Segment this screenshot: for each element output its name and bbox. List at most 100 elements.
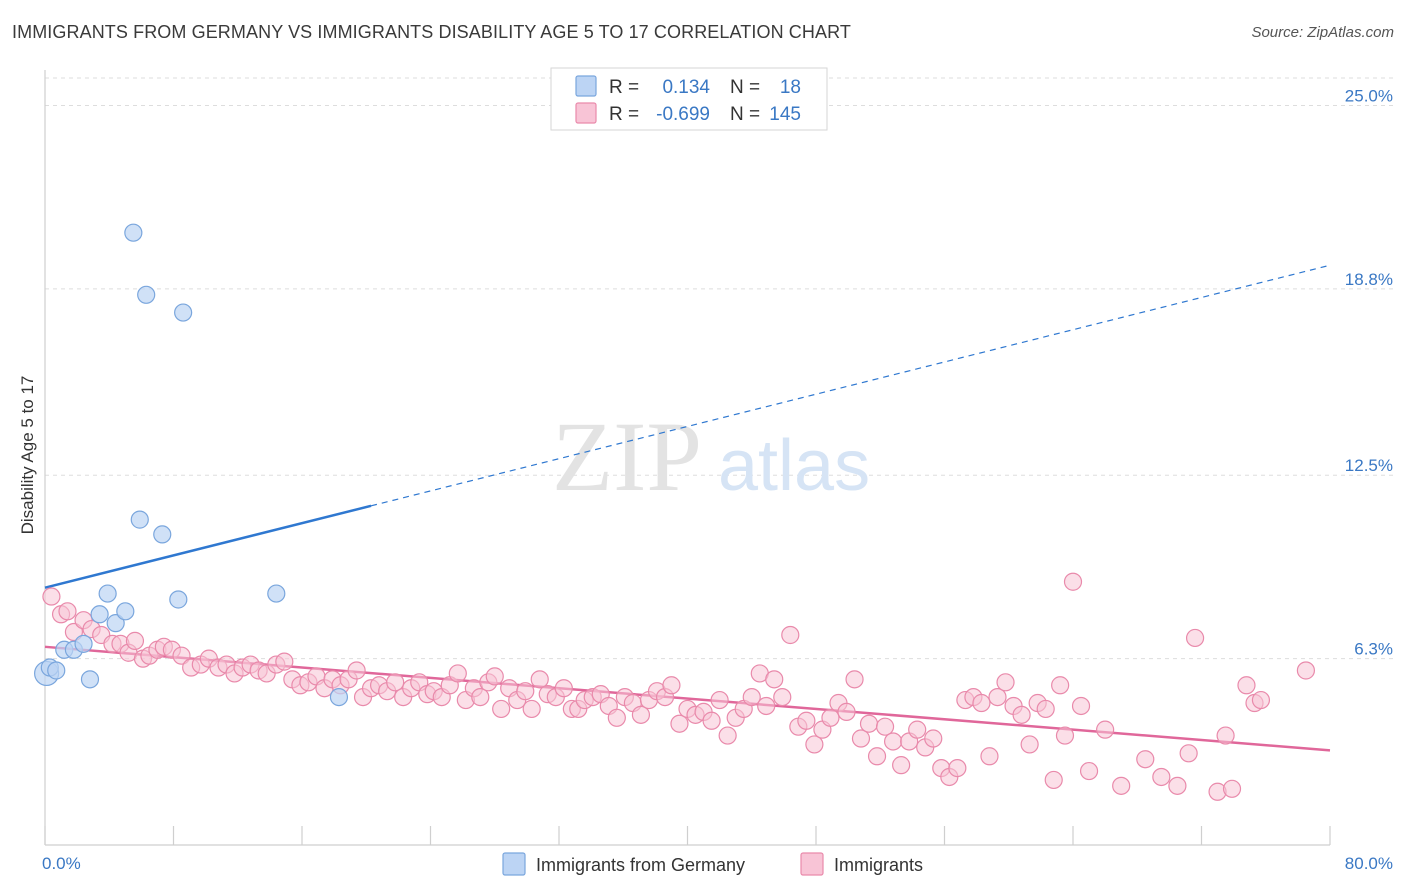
legend-r-label-1: R =	[609, 104, 639, 125]
y-tick-label: 6.3%	[1354, 640, 1393, 659]
data-point-immigrants	[948, 758, 967, 778]
data-point-immigrants	[471, 687, 490, 707]
data-point-immigrants	[859, 714, 879, 733]
data-point-immigrants	[1036, 699, 1055, 719]
bottom-legend-swatch-immigrants	[800, 852, 824, 876]
data-point-immigrants	[908, 720, 927, 739]
data-point-immigrants	[662, 676, 681, 695]
data-point-immigrants	[924, 729, 943, 748]
data-point-immigrants	[710, 690, 729, 710]
data-point-immigrants	[892, 756, 911, 775]
data-point-immigrants	[448, 664, 467, 683]
legend-n-label-1: N =	[730, 104, 760, 125]
data-point-immigrants	[1044, 770, 1063, 790]
watermark: ZIP atlas	[552, 401, 870, 512]
data-point-immigrants	[765, 670, 784, 689]
data-point-immigrants	[522, 699, 541, 719]
data-point-immigrants	[1063, 572, 1083, 591]
data-point-germany	[90, 605, 109, 624]
axes	[44, 70, 1331, 846]
bottom-legend-label-germany: Immigrants from Germany	[536, 855, 745, 875]
y-tick-label: 18.8%	[1345, 270, 1393, 289]
legend-swatch-blue	[575, 75, 597, 97]
data-point-immigrants	[1251, 690, 1271, 710]
data-point-germany	[106, 614, 125, 633]
y-tick-labels: 6.3% 12.5% 18.8% 25.0%	[1345, 86, 1393, 658]
x-tick-marks	[44, 826, 1331, 845]
data-point-immigrants	[805, 735, 824, 754]
data-point-immigrants	[1136, 750, 1155, 769]
data-point-immigrants	[883, 732, 903, 751]
data-point-immigrants	[988, 687, 1007, 707]
data-point-immigrants	[797, 711, 816, 730]
legend: R = 0.134 N = 18 R = -0.699 N = 145	[550, 67, 828, 131]
data-point-immigrants	[64, 622, 84, 642]
data-point-immigrants	[773, 687, 792, 707]
legend-r-value-0: 0.134	[662, 77, 710, 98]
legend-n-label-0: N =	[730, 77, 760, 98]
watermark-atlas: atlas	[718, 426, 870, 506]
data-point-immigrants	[42, 587, 61, 606]
data-point-immigrants	[58, 602, 77, 621]
data-point-immigrants	[1020, 735, 1039, 754]
data-point-germany	[116, 602, 135, 621]
data-point-germany	[153, 525, 172, 544]
data-point-immigrants	[1096, 720, 1115, 739]
data-point-immigrants	[996, 673, 1015, 692]
data-point-immigrants	[742, 687, 761, 707]
data-point-germany	[174, 303, 193, 322]
data-point-immigrants	[275, 652, 294, 671]
x-tick-label-max: 80.0%	[1345, 854, 1393, 873]
data-point-immigrants	[781, 625, 800, 645]
data-point-immigrants	[1185, 628, 1205, 648]
series-immigrants-points	[42, 572, 1316, 801]
data-point-immigrants	[386, 673, 405, 692]
trend-line-germany-solid	[44, 504, 372, 589]
data-point-immigrants	[631, 705, 651, 724]
legend-r-value-1: -0.699	[656, 104, 710, 125]
legend-box	[550, 67, 828, 131]
data-point-immigrants	[347, 661, 366, 680]
data-point-immigrants	[1071, 696, 1091, 716]
data-point-immigrants	[530, 670, 549, 689]
data-point-germany	[267, 584, 286, 603]
data-point-immigrants	[1051, 676, 1070, 695]
data-point-germany	[130, 510, 149, 529]
legend-r-label-0: R =	[609, 77, 639, 98]
data-point-immigrants	[845, 670, 864, 689]
data-point-immigrants	[1168, 776, 1187, 795]
data-point-immigrants	[607, 708, 626, 727]
data-point-immigrants	[125, 631, 145, 650]
bottom-legend-label-immigrants: Immigrants	[834, 855, 923, 875]
data-point-germany	[80, 670, 100, 689]
data-point-germany	[47, 661, 66, 680]
data-point-immigrants	[485, 667, 504, 686]
source-note: Source: ZipAtlas.com	[1251, 24, 1394, 41]
data-point-immigrants	[851, 729, 871, 748]
data-point-immigrants	[1296, 661, 1316, 680]
data-point-immigrants	[980, 747, 999, 766]
legend-n-value-0: 18	[780, 77, 801, 98]
data-point-immigrants	[516, 682, 535, 701]
data-point-immigrants	[554, 679, 573, 698]
data-point-germany	[137, 285, 156, 304]
data-point-immigrants	[1222, 779, 1242, 798]
data-point-immigrants	[972, 693, 991, 713]
data-point-germany	[169, 590, 188, 609]
data-point-immigrants	[1012, 705, 1031, 724]
data-point-immigrants	[757, 696, 776, 716]
data-point-germany	[329, 687, 349, 707]
data-point-immigrants	[172, 646, 191, 665]
data-point-immigrants	[1216, 726, 1235, 745]
chart-title: IMMIGRANTS FROM GERMANY VS IMMIGRANTS DI…	[12, 22, 851, 42]
data-point-immigrants	[492, 699, 511, 719]
data-point-immigrants	[821, 708, 840, 727]
grid-lines	[45, 77, 1393, 660]
data-point-immigrants	[1179, 744, 1198, 763]
y-tick-label: 25.0%	[1345, 86, 1393, 105]
data-point-immigrants	[1079, 761, 1099, 781]
y-tick-label: 12.5%	[1345, 456, 1393, 475]
data-point-immigrants	[1055, 726, 1075, 745]
data-point-immigrants	[1152, 767, 1171, 787]
